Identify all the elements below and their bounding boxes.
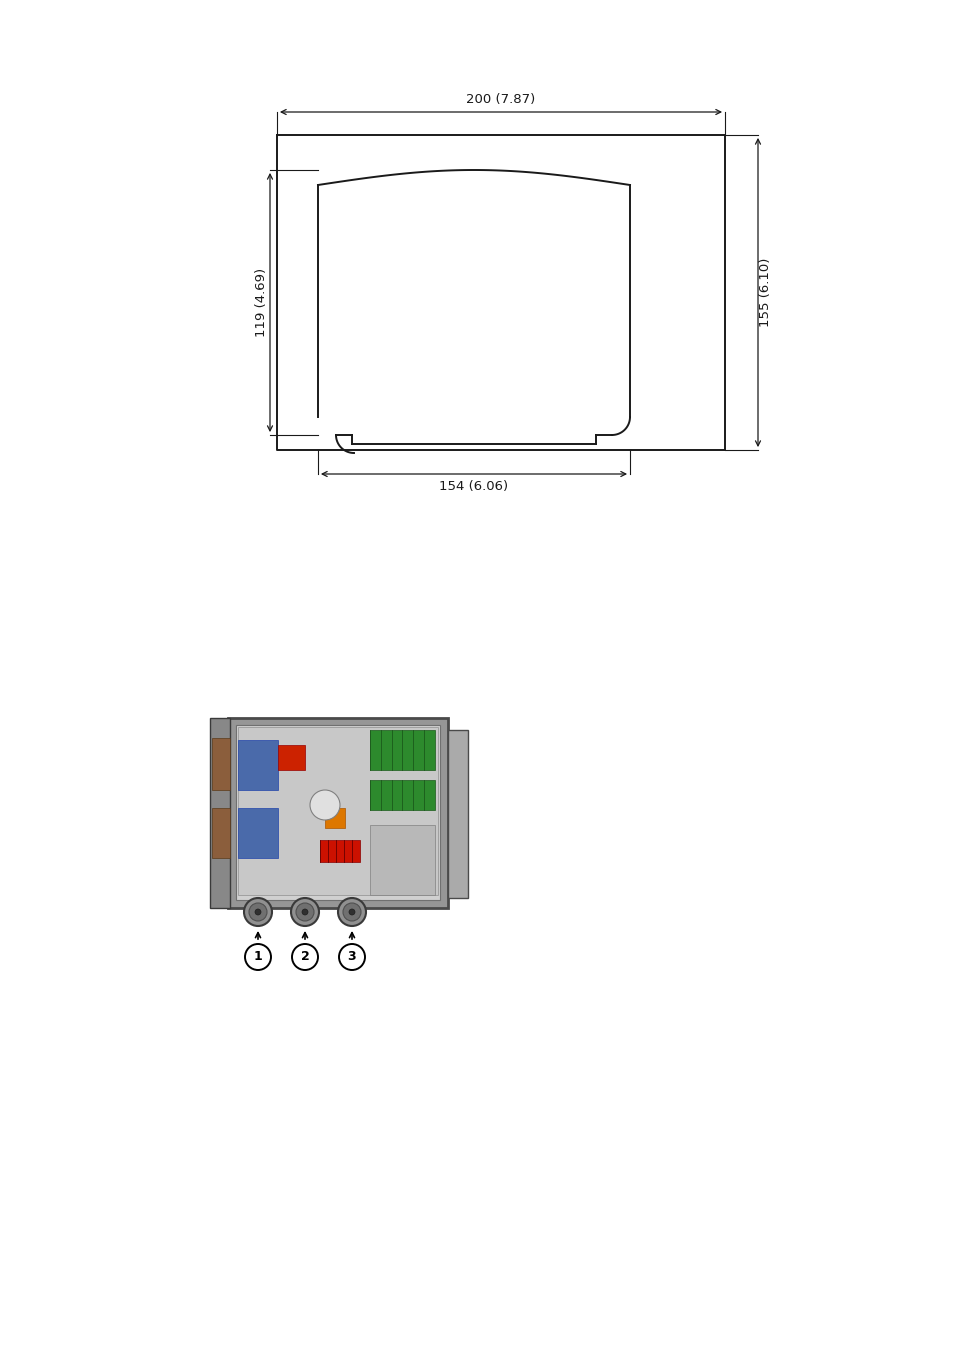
- Text: 119 (4.69): 119 (4.69): [255, 267, 268, 338]
- Circle shape: [337, 898, 366, 926]
- Circle shape: [245, 944, 271, 971]
- Text: 2: 2: [300, 950, 309, 964]
- Polygon shape: [237, 809, 277, 859]
- Polygon shape: [448, 730, 468, 898]
- Polygon shape: [319, 840, 359, 863]
- Circle shape: [338, 944, 365, 971]
- Circle shape: [310, 790, 339, 819]
- Text: 154 (6.06): 154 (6.06): [439, 481, 508, 493]
- Text: 155 (6.10): 155 (6.10): [759, 258, 772, 327]
- Text: 1: 1: [253, 950, 262, 964]
- Circle shape: [249, 903, 267, 921]
- Circle shape: [254, 909, 261, 915]
- Polygon shape: [325, 809, 345, 828]
- Text: 3: 3: [347, 950, 355, 964]
- Circle shape: [349, 909, 355, 915]
- Circle shape: [292, 944, 317, 971]
- Polygon shape: [212, 738, 230, 790]
- Polygon shape: [235, 725, 439, 900]
- Polygon shape: [237, 728, 437, 895]
- Polygon shape: [277, 745, 305, 769]
- Circle shape: [302, 909, 308, 915]
- Text: 200 (7.87): 200 (7.87): [466, 93, 535, 107]
- Polygon shape: [228, 718, 448, 909]
- Circle shape: [295, 903, 314, 921]
- Polygon shape: [370, 780, 435, 810]
- Polygon shape: [370, 730, 435, 769]
- Polygon shape: [210, 718, 230, 909]
- Circle shape: [244, 898, 272, 926]
- Polygon shape: [370, 825, 435, 895]
- Polygon shape: [237, 740, 277, 790]
- Polygon shape: [212, 809, 230, 859]
- Circle shape: [291, 898, 318, 926]
- Circle shape: [343, 903, 360, 921]
